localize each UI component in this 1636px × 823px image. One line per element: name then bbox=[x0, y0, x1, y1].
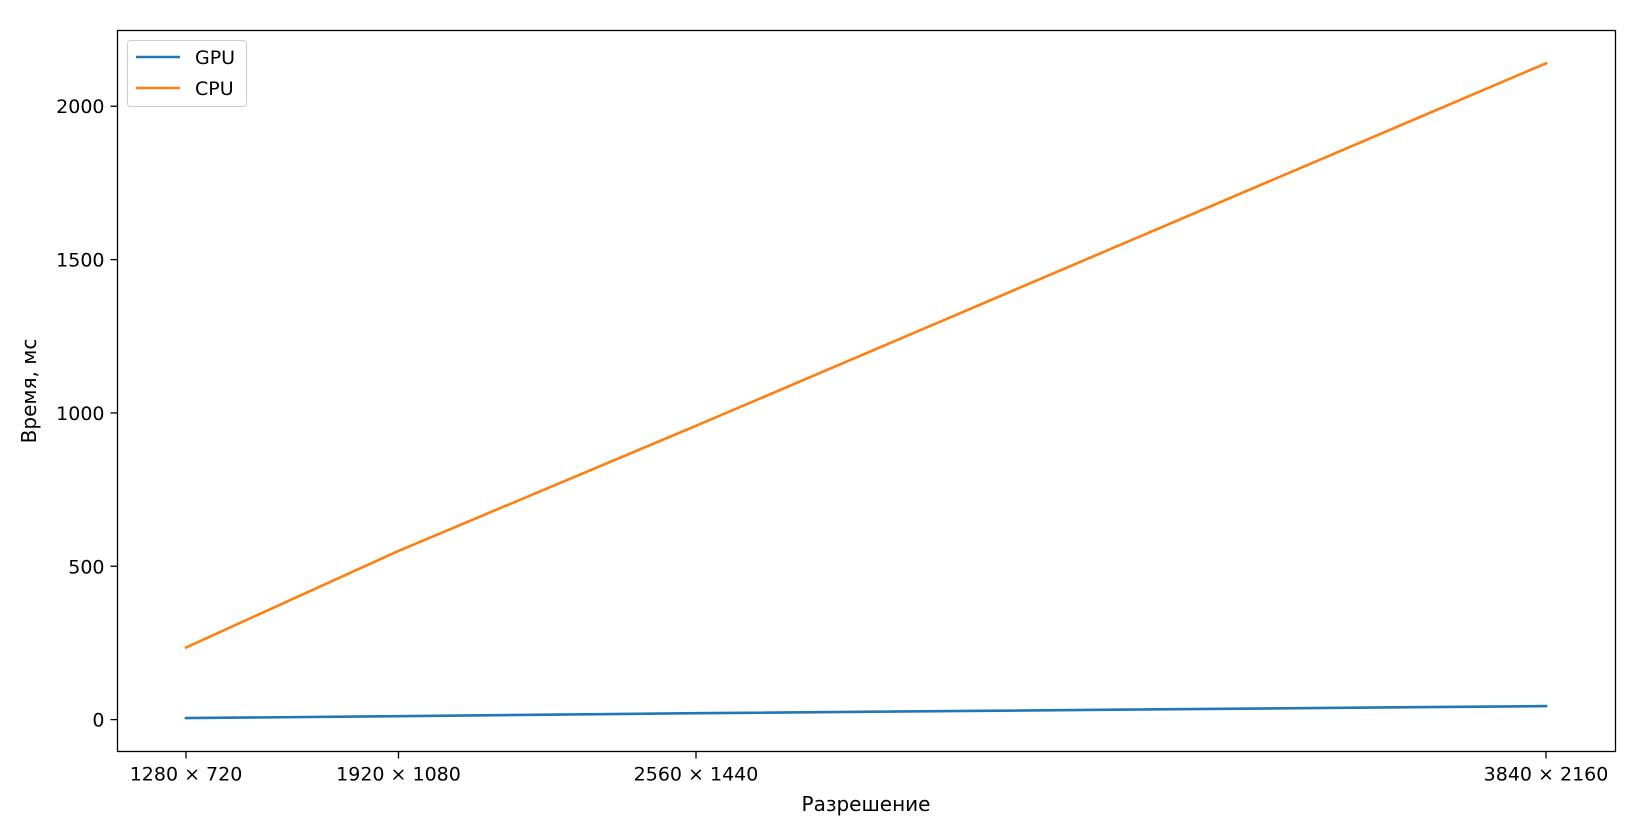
legend: GPU CPU bbox=[127, 40, 247, 107]
x-tick-label: 3840 × 2160 bbox=[1484, 764, 1609, 786]
y-axis: 0 500 1000 1500 2000 bbox=[56, 96, 118, 732]
y-tick-label: 1500 bbox=[56, 250, 104, 272]
y-tick-label: 2000 bbox=[56, 96, 104, 118]
series-line-gpu bbox=[184, 704, 1548, 720]
x-axis: 1280 × 720 1920 × 1080 2560 × 1440 3840 × 2… bbox=[130, 751, 1609, 786]
y-axis-label: Время, мс bbox=[17, 339, 41, 444]
x-tick-label: 1920 × 1080 bbox=[336, 764, 461, 786]
x-axis-label: Разрешение bbox=[802, 792, 931, 816]
series-layer bbox=[184, 61, 1548, 720]
y-tick-label: 1000 bbox=[56, 403, 104, 425]
legend-label-cpu: CPU bbox=[195, 78, 234, 100]
x-tick-label: 2560 × 1440 bbox=[634, 764, 759, 786]
legend-label-gpu: GPU bbox=[195, 47, 235, 69]
plot-frame bbox=[116, 29, 1617, 753]
y-tick-label: 500 bbox=[68, 556, 104, 578]
y-tick-label: 0 bbox=[92, 710, 104, 732]
series-line-cpu bbox=[184, 61, 1548, 650]
x-tick-label: 1280 × 720 bbox=[130, 764, 243, 786]
